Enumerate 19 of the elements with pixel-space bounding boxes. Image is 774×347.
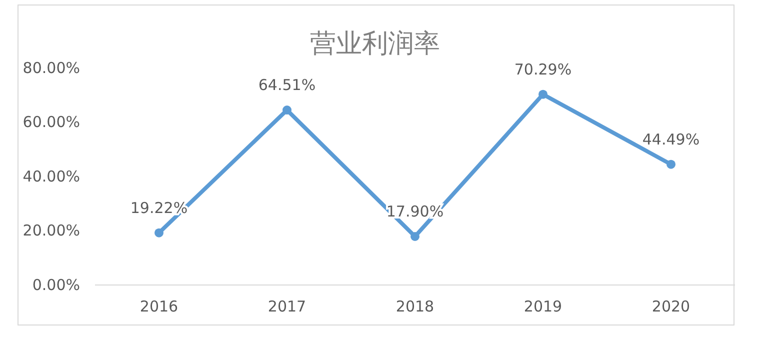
x-tick-label: 2017 [268, 298, 306, 316]
point [410, 232, 420, 241]
point [666, 160, 676, 169]
y-tick-label: 0.00% [32, 276, 80, 294]
x-tick-label: 2018 [396, 298, 434, 316]
y-tick-label: 20.00% [22, 222, 80, 240]
x-tick-label: 2016 [140, 298, 178, 316]
x-tick-label: 2020 [652, 298, 690, 316]
y-tick-label: 60.00% [22, 113, 80, 132]
point [282, 106, 292, 115]
chart-title: 营业利润率 [310, 29, 440, 59]
data-label: 64.51% [258, 76, 316, 94]
point [538, 90, 548, 99]
y-tick-label: 80.00% [22, 58, 80, 77]
data-label: 70.29% [514, 60, 572, 78]
x-tick-label: 2019 [524, 298, 562, 316]
data-label: 44.49% [642, 130, 700, 148]
y-tick-label: 40.00% [22, 167, 80, 186]
point [154, 228, 164, 238]
